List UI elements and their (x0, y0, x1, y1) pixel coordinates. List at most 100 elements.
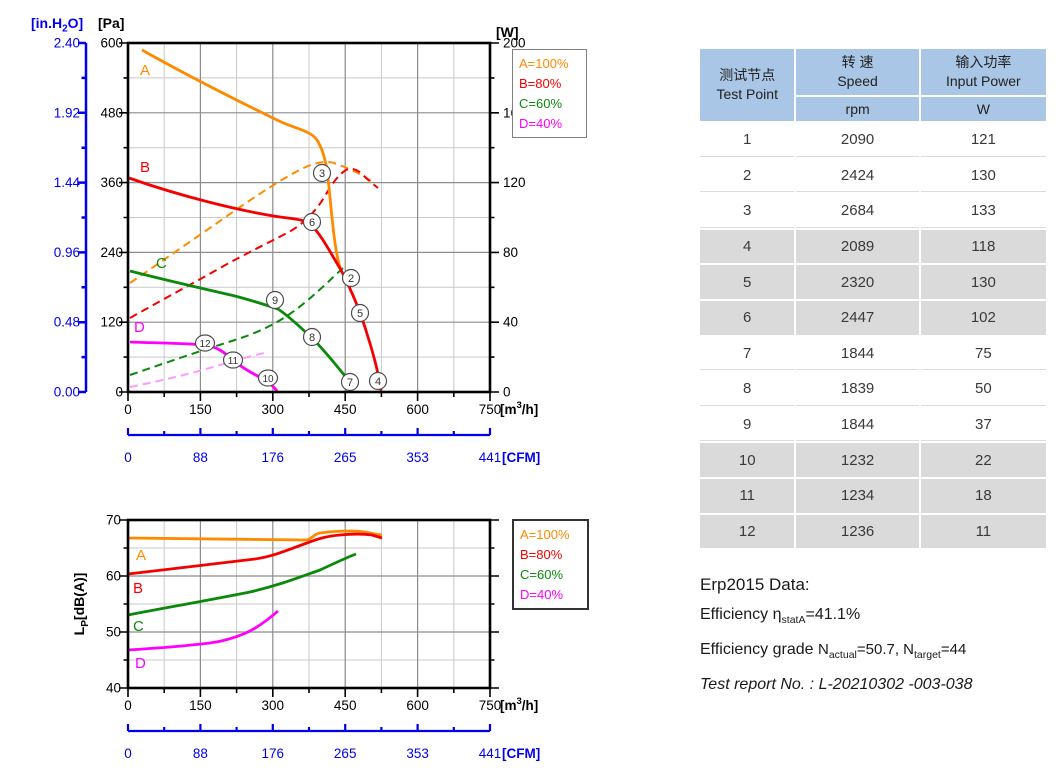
table-row: 10 1232 22 (697, 441, 1049, 479)
table-row: 9 1844 37 (697, 405, 1049, 444)
svg-text:176: 176 (262, 746, 285, 761)
cfm-tick-labels: 0 88 176 265 353 441 (124, 450, 501, 465)
cfm-axis (126, 428, 492, 437)
svg-text:441: 441 (479, 450, 502, 465)
table-row: 11 1234 18 (697, 476, 1049, 515)
legend-item-c: C=60% (519, 96, 562, 111)
test-point-marker-labels: 3 6 2 5 9 8 7 4 10 11 12 (199, 168, 381, 389)
svg-text:353: 353 (406, 746, 429, 761)
legend-item-d: D=40% (520, 587, 563, 602)
legend-bottom: A=100% B=80% C=60% D=40% (512, 519, 589, 610)
svg-text:441: 441 (479, 746, 502, 761)
svg-text:2.40: 2.40 (54, 36, 80, 51)
legend-item-d: D=40% (519, 116, 562, 131)
x-tick-labels: 0 150 300 450 600 750 (124, 698, 501, 713)
x-tick-labels: 0 150 300 450 600 750 (124, 402, 501, 417)
table-row: 1 2090 121 (697, 121, 1049, 159)
x-axis-unit-m3h: [m3/h] (500, 400, 538, 417)
svg-text:600: 600 (100, 36, 123, 51)
svg-text:70: 70 (106, 513, 121, 528)
bottom-ticks (127, 392, 491, 401)
svg-text:150: 150 (189, 698, 212, 713)
cfm-unit-label: [CFM] (502, 450, 540, 465)
svg-text:0.96: 0.96 (54, 245, 80, 260)
svg-text:0: 0 (124, 450, 132, 465)
svg-text:9: 9 (272, 295, 278, 307)
svg-text:120: 120 (100, 315, 123, 330)
svg-text:88: 88 (193, 450, 208, 465)
table-row: 2 2424 130 (697, 156, 1049, 195)
svg-text:300: 300 (262, 698, 285, 713)
svg-text:7: 7 (347, 377, 353, 389)
svg-text:60: 60 (106, 569, 121, 584)
svg-text:0: 0 (124, 746, 132, 761)
col-header-speed: 转 速 Speed (794, 47, 921, 97)
svg-text:353: 353 (406, 450, 429, 465)
svg-text:480: 480 (100, 105, 123, 120)
noise-curve-b (127, 532, 383, 576)
svg-text:600: 600 (406, 402, 429, 417)
right-ticks (490, 519, 499, 689)
svg-text:4: 4 (375, 376, 381, 388)
svg-text:0: 0 (124, 698, 132, 713)
curve-label-a: A (136, 547, 146, 564)
test-point-markers (194, 163, 388, 392)
svg-text:360: 360 (100, 175, 123, 190)
col-header-test-point: 测试节点 Test Point (697, 47, 797, 123)
svg-text:300: 300 (262, 402, 285, 417)
svg-text:3: 3 (319, 168, 325, 180)
svg-text:40: 40 (106, 681, 121, 696)
left-ticks (119, 519, 128, 689)
power-curve-a-dashed (129, 161, 375, 284)
cfm-tick-labels: 0 88 176 265 353 441 (124, 746, 501, 761)
pa-tick-labels: 600 480 360 240 120 0 (100, 36, 123, 400)
inh2o-tick-labels: 2.40 1.92 1.44 0.96 0.48 0.00 (54, 36, 81, 400)
svg-text:6: 6 (309, 217, 315, 229)
power-curve-c-dashed (129, 267, 344, 376)
table-row: 3 2684 133 (697, 192, 1049, 230)
pressure-curve-c (129, 269, 355, 389)
svg-text:450: 450 (334, 402, 357, 417)
erp-efficiency-grade: Efficiency grade Nactual=50.7, Ntarget=4… (700, 641, 967, 662)
curve-label-d: D (134, 319, 145, 336)
svg-text:265: 265 (334, 450, 357, 465)
grid-minor (128, 520, 490, 688)
erp-data-block: Erp2015 Data: Efficiency ηstatA=41.1% Ef… (700, 570, 972, 700)
db-tick-labels: 70 60 50 40 (106, 513, 121, 696)
cfm-axis (126, 724, 492, 733)
legend-item-a: A=100% (519, 56, 569, 71)
svg-text:600: 600 (406, 698, 429, 713)
legend-item-b: B=80% (520, 547, 563, 562)
noise-curve-a (127, 529, 383, 542)
y-axis-title-db: LP[dB(A)] (71, 573, 91, 636)
table-row: 8 1839 50 (697, 370, 1049, 408)
svg-text:240: 240 (100, 245, 123, 260)
grid-major (128, 520, 490, 688)
table-row: 12 1236 11 (697, 512, 1049, 551)
unit-header-rpm: rpm (794, 95, 921, 123)
svg-text:5: 5 (357, 308, 363, 320)
svg-text:750: 750 (479, 698, 502, 713)
table-row: 4 2089 118 (697, 227, 1049, 266)
power-curve-d-dashed (129, 351, 269, 388)
legend-item-c: C=60% (520, 567, 563, 582)
svg-text:1.44: 1.44 (54, 175, 81, 190)
svg-text:265: 265 (334, 746, 357, 761)
erp-efficiency: Efficiency ηstatA=41.1% (700, 606, 861, 627)
bottom-ticks (127, 688, 491, 697)
pressure-curve-b (128, 176, 383, 392)
col-header-input-power: 输入功率 Input Power (918, 47, 1049, 97)
svg-text:2: 2 (348, 273, 354, 285)
svg-text:1.92: 1.92 (54, 105, 80, 120)
svg-text:0: 0 (503, 385, 511, 400)
pressure-curve-a (141, 48, 343, 271)
inh2o-axis (78, 41, 88, 394)
curve-label-d: D (135, 655, 146, 672)
svg-text:88: 88 (193, 746, 208, 761)
noise-curve-c (127, 552, 357, 617)
svg-text:11: 11 (228, 356, 239, 367)
svg-text:750: 750 (479, 402, 502, 417)
svg-text:0: 0 (124, 402, 132, 417)
svg-text:200: 200 (503, 36, 526, 51)
right-ticks (490, 42, 499, 393)
